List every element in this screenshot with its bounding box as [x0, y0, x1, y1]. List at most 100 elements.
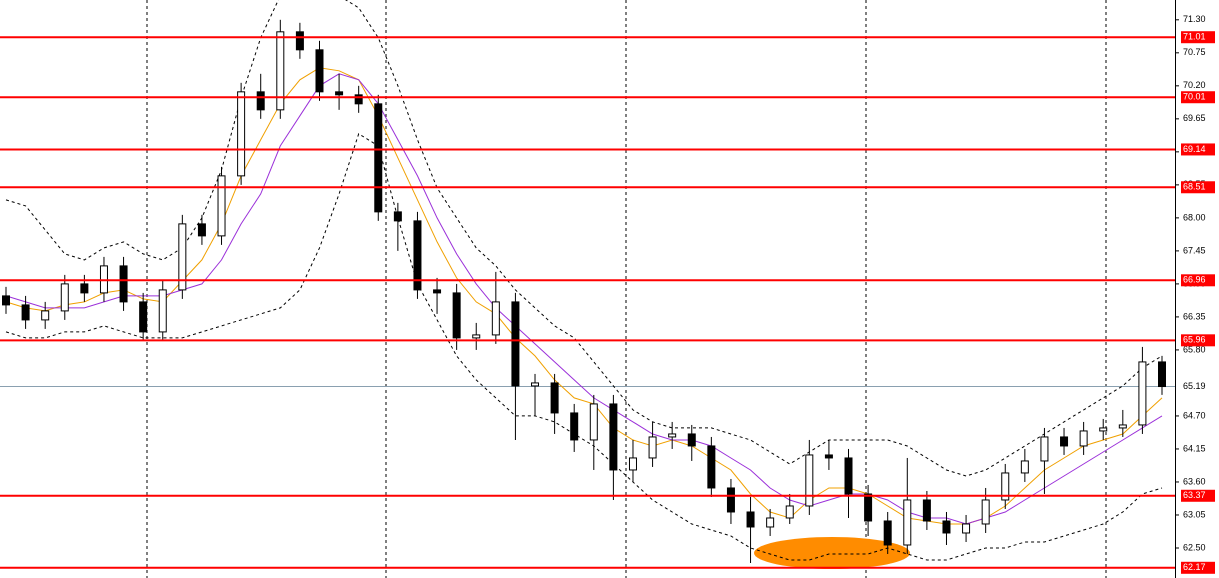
candle	[178, 214, 187, 299]
candle-body	[687, 433, 696, 447]
level-label: 66.96	[1183, 275, 1206, 285]
candle	[668, 421, 677, 449]
y-tick-label: 67.45	[1183, 245, 1206, 255]
candle	[1118, 409, 1127, 437]
candle-body	[550, 382, 559, 414]
candle-body	[1001, 472, 1010, 501]
level-label: 62.17	[1183, 562, 1206, 572]
level-label-box	[1181, 489, 1215, 502]
candle-body	[1099, 427, 1108, 432]
candle	[589, 394, 598, 470]
candle-body	[668, 433, 677, 438]
candle	[687, 424, 696, 461]
candle	[354, 85, 363, 113]
y-tick-label: 66.35	[1183, 311, 1206, 321]
candle	[1060, 427, 1069, 455]
candle-body	[335, 91, 344, 96]
candle	[2, 286, 10, 314]
candle-body	[1138, 361, 1147, 426]
candle	[746, 496, 755, 563]
level-label-box	[1181, 561, 1215, 574]
candle-body	[1118, 424, 1127, 429]
y-tick-label: 63.60	[1183, 476, 1206, 486]
y-tick-label: 70.75	[1183, 47, 1206, 57]
candle	[217, 166, 226, 245]
candle	[903, 457, 912, 554]
candle	[707, 436, 716, 497]
candle-body	[903, 499, 912, 546]
candle-body	[589, 403, 598, 441]
candle	[491, 271, 500, 344]
candle	[962, 514, 971, 542]
candle-body	[217, 175, 226, 237]
candle	[60, 274, 69, 320]
candle	[609, 394, 618, 500]
candle	[119, 256, 128, 311]
candle	[335, 73, 344, 110]
candle-body	[746, 511, 755, 528]
candle	[883, 511, 892, 554]
candle-body	[139, 301, 148, 333]
y-tick-label: 68.00	[1183, 212, 1206, 222]
candle-body	[962, 523, 971, 534]
level-label-box	[1181, 181, 1215, 194]
candle-body	[413, 220, 422, 291]
candle	[237, 82, 246, 185]
y-tick-label: 63.05	[1183, 509, 1206, 519]
candle	[1099, 418, 1108, 440]
candle-body	[80, 283, 89, 294]
candle	[197, 214, 206, 245]
candle-body	[472, 334, 481, 339]
level-label: 68.51	[1183, 182, 1206, 192]
candle	[570, 403, 579, 452]
candle-body	[41, 310, 50, 321]
candle	[1020, 448, 1029, 482]
indicator-line	[5, 0, 1163, 477]
candle	[824, 439, 833, 470]
candle	[628, 439, 637, 482]
candle-body	[158, 289, 167, 333]
candle	[648, 421, 657, 467]
candle	[472, 322, 481, 350]
candle-body	[491, 301, 500, 336]
candle-body	[922, 499, 931, 522]
candle-body	[433, 289, 442, 294]
candle	[276, 19, 285, 119]
candle	[413, 211, 422, 299]
candle-body	[452, 292, 461, 339]
candle	[433, 277, 442, 314]
candle-body	[60, 283, 69, 312]
candle-body	[864, 493, 873, 522]
candle-body	[295, 31, 304, 51]
candle	[864, 484, 873, 536]
indicator-line	[5, 133, 1163, 561]
candle	[1158, 355, 1166, 395]
candle	[766, 508, 775, 536]
y-tick-label: 71.30	[1183, 14, 1206, 24]
level-label: 69.14	[1183, 144, 1206, 154]
level-label-box	[1181, 274, 1215, 287]
candle	[531, 373, 540, 416]
candle	[1138, 346, 1147, 434]
candle	[726, 478, 735, 524]
candle-body	[393, 211, 402, 222]
candle	[511, 292, 520, 440]
candle-body	[178, 223, 187, 291]
candle	[785, 493, 794, 524]
candle	[942, 511, 951, 545]
candle-body	[315, 49, 324, 93]
candle	[21, 295, 30, 329]
y-tick-label: 62.50	[1183, 542, 1206, 552]
candle	[550, 373, 559, 434]
level-label-box	[1181, 334, 1215, 347]
candle-body	[805, 454, 814, 507]
candle-body	[883, 520, 892, 546]
candle	[295, 22, 304, 59]
y-tick-label: 69.65	[1183, 113, 1206, 123]
candle	[139, 292, 148, 341]
level-label-box	[1181, 31, 1215, 44]
level-label: 70.01	[1183, 92, 1206, 102]
candle-body	[197, 223, 206, 237]
candle	[41, 301, 50, 329]
candle-body	[119, 265, 128, 303]
